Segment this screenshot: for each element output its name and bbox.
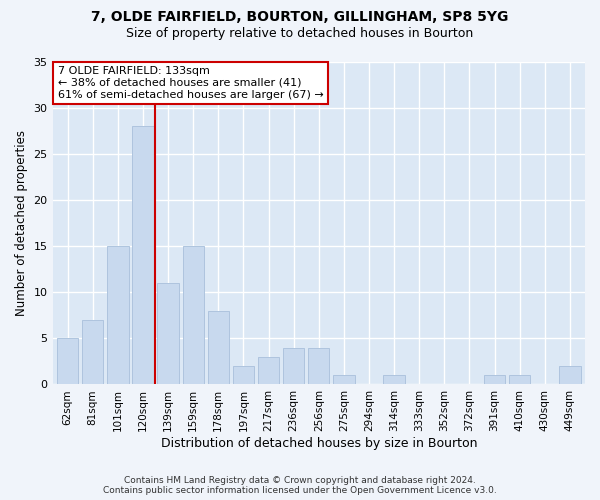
X-axis label: Distribution of detached houses by size in Bourton: Distribution of detached houses by size … bbox=[161, 437, 477, 450]
Text: Size of property relative to detached houses in Bourton: Size of property relative to detached ho… bbox=[127, 28, 473, 40]
Text: 7 OLDE FAIRFIELD: 133sqm
← 38% of detached houses are smaller (41)
61% of semi-d: 7 OLDE FAIRFIELD: 133sqm ← 38% of detach… bbox=[58, 66, 323, 100]
Bar bbox=[258, 357, 279, 384]
Y-axis label: Number of detached properties: Number of detached properties bbox=[15, 130, 28, 316]
Bar bbox=[333, 375, 355, 384]
Text: 7, OLDE FAIRFIELD, BOURTON, GILLINGHAM, SP8 5YG: 7, OLDE FAIRFIELD, BOURTON, GILLINGHAM, … bbox=[91, 10, 509, 24]
Bar bbox=[283, 348, 304, 385]
Bar bbox=[82, 320, 103, 384]
Bar bbox=[107, 246, 128, 384]
Bar bbox=[233, 366, 254, 384]
Bar bbox=[383, 375, 405, 384]
Bar bbox=[208, 310, 229, 384]
Bar bbox=[559, 366, 581, 384]
Bar bbox=[182, 246, 204, 384]
Bar bbox=[509, 375, 530, 384]
Bar bbox=[484, 375, 505, 384]
Bar bbox=[57, 338, 78, 384]
Bar bbox=[157, 283, 179, 384]
Bar bbox=[308, 348, 329, 385]
Bar bbox=[132, 126, 154, 384]
Text: Contains HM Land Registry data © Crown copyright and database right 2024.
Contai: Contains HM Land Registry data © Crown c… bbox=[103, 476, 497, 495]
